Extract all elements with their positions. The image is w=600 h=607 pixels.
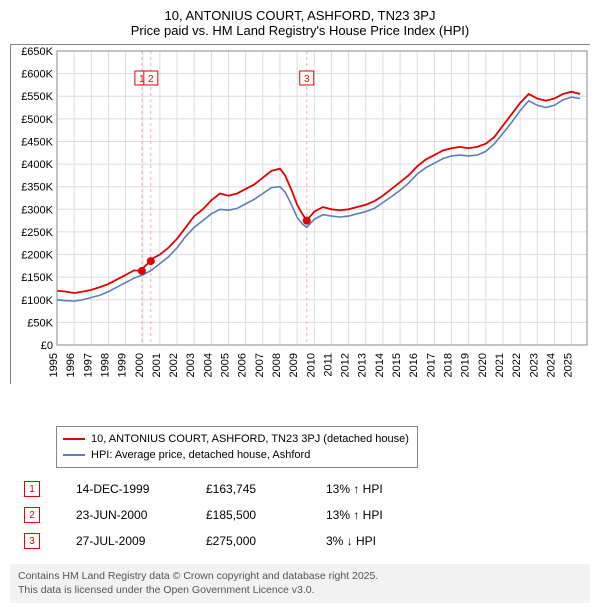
svg-text:2001: 2001 [151, 353, 163, 377]
svg-text:2024: 2024 [545, 353, 557, 377]
svg-text:2014: 2014 [374, 353, 386, 377]
sale-diff: 3% ↓ HPI [326, 534, 426, 548]
title-block: 10, ANTONIUS COURT, ASHFORD, TN23 3PJ Pr… [10, 8, 590, 38]
svg-text:1998: 1998 [99, 353, 111, 377]
svg-text:2012: 2012 [340, 353, 352, 377]
sales-row: 2 23-JUN-2000£185,50013% ↑ HPI [24, 502, 590, 528]
svg-text:2016: 2016 [408, 353, 420, 377]
svg-text:£200K: £200K [21, 250, 53, 262]
svg-text:£150K: £150K [21, 272, 53, 284]
sale-date: 27-JUL-2009 [76, 534, 206, 548]
svg-text:£600K: £600K [21, 69, 53, 81]
title-line2: Price paid vs. HM Land Registry's House … [10, 23, 590, 38]
svg-text:2021: 2021 [494, 353, 506, 377]
footer-line1: Contains HM Land Registry data © Crown c… [18, 570, 582, 584]
sale-date: 23-JUN-2000 [76, 508, 206, 522]
svg-text:2011: 2011 [322, 353, 334, 377]
sales-table: 1 14-DEC-1999£163,74513% ↑ HPI 2 23-JUN-200… [24, 476, 590, 554]
svg-text:2004: 2004 [202, 353, 214, 377]
sale-marker-box: 3 [24, 533, 40, 549]
svg-text:£100K: £100K [21, 295, 53, 307]
legend-swatch [63, 438, 85, 440]
svg-text:£550K: £550K [21, 91, 53, 103]
svg-text:3: 3 [304, 74, 310, 85]
svg-text:1996: 1996 [65, 353, 77, 377]
svg-text:2005: 2005 [220, 353, 232, 377]
svg-text:2013: 2013 [357, 353, 369, 377]
svg-text:2025: 2025 [563, 353, 575, 377]
svg-text:2017: 2017 [425, 353, 437, 377]
svg-text:£300K: £300K [21, 204, 53, 216]
sale-marker-box: 2 [24, 507, 40, 523]
sale-diff: 13% ↑ HPI [326, 482, 426, 496]
svg-text:£500K: £500K [21, 114, 53, 126]
chart-svg: £0 £50K £100K £150K £200K £250K £300K £350K £400… [11, 45, 591, 385]
svg-text:£0: £0 [41, 340, 53, 352]
chart-area: £0 £50K £100K £150K £200K £250K £300K £350K £400… [10, 44, 590, 384]
sale-marker-box: 1 [24, 481, 40, 497]
footer-line2: This data is licensed under the Open Gov… [18, 584, 582, 598]
svg-text:1999: 1999 [117, 353, 129, 377]
sales-row: 1 14-DEC-1999£163,74513% ↑ HPI [24, 476, 590, 502]
svg-text:2015: 2015 [391, 353, 403, 377]
legend-row: 10, ANTONIUS COURT, ASHFORD, TN23 3PJ (d… [63, 431, 409, 447]
svg-text:£350K: £350K [21, 182, 53, 194]
svg-text:2000: 2000 [134, 353, 146, 377]
legend-label: HPI: Average price, detached house, Ashf… [91, 449, 310, 461]
svg-text:2003: 2003 [185, 353, 197, 377]
legend-label: 10, ANTONIUS COURT, ASHFORD, TN23 3PJ (d… [91, 433, 409, 445]
svg-text:2020: 2020 [477, 353, 489, 377]
svg-text:2022: 2022 [511, 353, 523, 377]
svg-text:1995: 1995 [48, 353, 60, 377]
sales-row: 3 27-JUL-2009£275,0003% ↓ HPI [24, 528, 590, 554]
svg-text:2008: 2008 [271, 353, 283, 377]
svg-text:2010: 2010 [305, 353, 317, 377]
svg-text:2019: 2019 [460, 353, 472, 377]
sale-price: £163,745 [206, 482, 326, 496]
sale-price: £185,500 [206, 508, 326, 522]
svg-text:2002: 2002 [168, 353, 180, 377]
footer-note: Contains HM Land Registry data © Crown c… [10, 564, 590, 603]
sale-date: 14-DEC-1999 [76, 482, 206, 496]
svg-text:£450K: £450K [21, 136, 53, 148]
legend-row: HPI: Average price, detached house, Ashf… [63, 447, 409, 463]
svg-text:2009: 2009 [288, 353, 300, 377]
svg-text:£400K: £400K [21, 159, 53, 171]
svg-text:1997: 1997 [82, 353, 94, 377]
svg-text:2018: 2018 [442, 353, 454, 377]
sale-diff: 13% ↑ HPI [326, 508, 426, 522]
svg-text:£50K: £50K [27, 317, 53, 329]
svg-text:£650K: £650K [21, 46, 53, 58]
sale-price: £275,000 [206, 534, 326, 548]
title-line1: 10, ANTONIUS COURT, ASHFORD, TN23 3PJ [10, 8, 590, 23]
svg-text:2007: 2007 [254, 353, 266, 377]
svg-text:£250K: £250K [21, 227, 53, 239]
chart-container: 10, ANTONIUS COURT, ASHFORD, TN23 3PJ Pr… [0, 0, 600, 607]
legend: 10, ANTONIUS COURT, ASHFORD, TN23 3PJ (d… [56, 426, 418, 468]
svg-text:2: 2 [148, 74, 154, 85]
svg-text:2006: 2006 [237, 353, 249, 377]
svg-text:2023: 2023 [528, 353, 540, 377]
legend-swatch [63, 454, 85, 456]
